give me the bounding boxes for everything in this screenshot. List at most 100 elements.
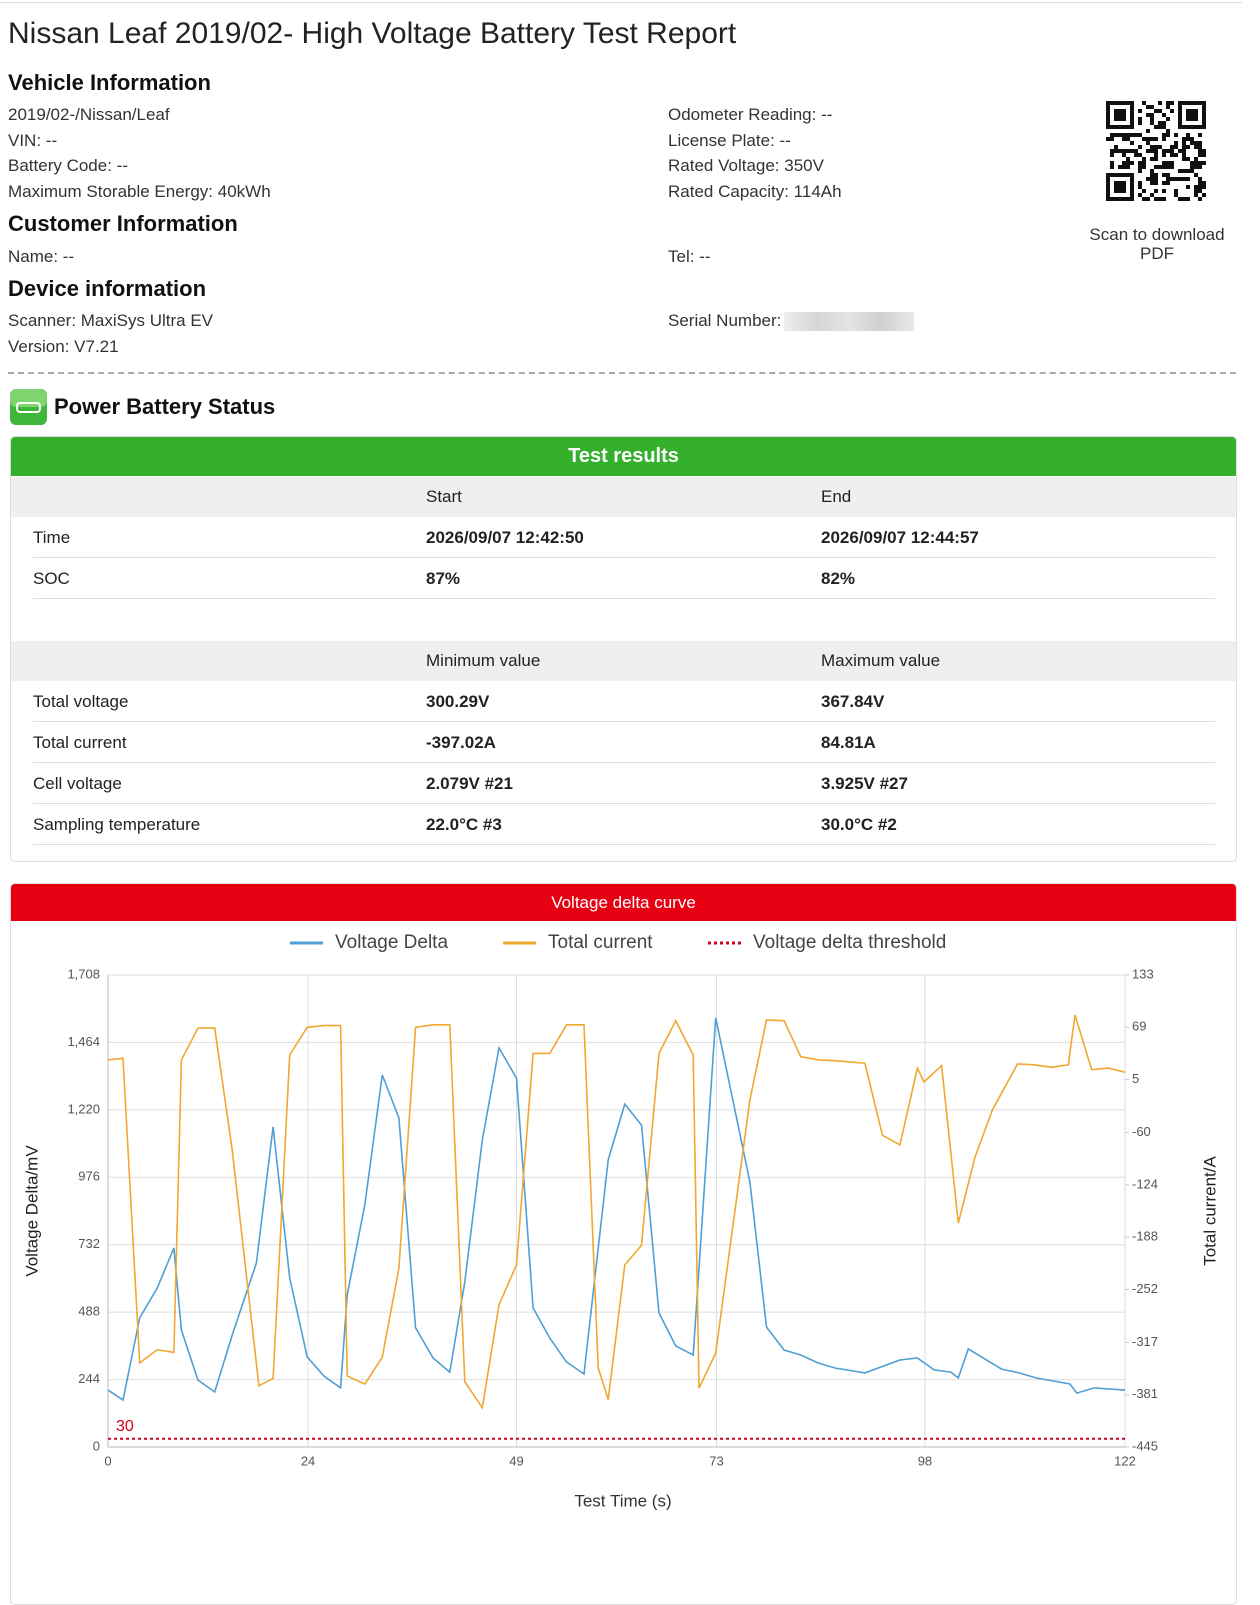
qr-module: [1198, 185, 1202, 189]
qr-module: [1130, 133, 1134, 137]
qr-module: [1158, 165, 1162, 169]
qr-module: [1134, 133, 1138, 137]
qr-module: [1150, 121, 1154, 125]
qr-module: [1170, 101, 1174, 105]
qr-module: [1146, 105, 1150, 109]
qr-module: [1154, 189, 1158, 193]
qr-module: [1150, 145, 1154, 149]
qr-module: [1202, 185, 1206, 189]
y-tick-label: 1,708: [67, 966, 100, 981]
qr-module: [1178, 169, 1182, 173]
row-rule: [33, 598, 1215, 599]
qr-module: [1150, 137, 1154, 141]
qr-module: [1174, 189, 1178, 193]
qr-module: [1174, 141, 1178, 145]
x-tick-label: 0: [104, 1453, 111, 1468]
qr-module: [1110, 153, 1114, 157]
y-axis-title: Voltage Delta/mV: [22, 1145, 41, 1277]
qr-module: [1142, 101, 1146, 105]
qr-module: [1158, 125, 1162, 129]
table-value: 2.079V #21: [426, 774, 513, 793]
qr-module: [1182, 157, 1186, 161]
qr-module: [1126, 157, 1130, 161]
qr-module: [1154, 157, 1158, 161]
qr-module: [1150, 113, 1154, 117]
info-line: VIN: --: [8, 130, 58, 150]
qr-module: [1154, 149, 1158, 153]
qr-module: [1190, 165, 1194, 169]
info-line: Version: V7.21: [8, 336, 119, 356]
qr-module: [1186, 145, 1190, 149]
y2-axis-title: Total current/A: [1200, 1156, 1219, 1266]
qr-module: [1154, 109, 1158, 113]
qr-module: [1130, 161, 1134, 165]
qr-module: [1186, 169, 1190, 173]
legend-label: Voltage delta threshold: [753, 932, 946, 953]
qr-module: [1170, 161, 1174, 165]
table-value: 87%: [426, 569, 461, 588]
qr-module: [1170, 153, 1174, 157]
qr-module: [1198, 177, 1202, 181]
qr-module: [1166, 173, 1170, 177]
qr-module: [1198, 161, 1202, 165]
qr-module: [1150, 169, 1154, 173]
y2-tick-label: -381: [1132, 1386, 1158, 1401]
qr-module: [1118, 165, 1122, 169]
battery-icon: [10, 389, 47, 425]
qr-module: [1194, 161, 1198, 165]
qr-module: [1110, 165, 1114, 169]
row-label: SOC: [33, 569, 70, 588]
qr-module: [1178, 149, 1182, 153]
y2-tick-label: 5: [1132, 1071, 1139, 1086]
row-rule: [33, 762, 1215, 763]
qr-module: [1170, 145, 1174, 149]
qr-module: [1162, 173, 1166, 177]
qr-module: [1154, 137, 1158, 141]
qr-module: [1118, 133, 1122, 137]
icon-car: [16, 402, 41, 413]
qr-module: [1138, 165, 1142, 169]
top-rule: [0, 2, 1242, 3]
qr-module: [1194, 189, 1198, 193]
qr-module: [1118, 149, 1122, 153]
qr-module: [1138, 109, 1142, 113]
qr-module: [1162, 137, 1166, 141]
qr-module: [1146, 197, 1150, 201]
qr-module: [1182, 149, 1186, 153]
x-tick-label: 122: [1114, 1453, 1136, 1468]
qr-module: [1166, 181, 1170, 185]
qr-module: [1154, 197, 1158, 201]
section-heading: Vehicle Information: [8, 70, 211, 95]
qr-module: [1166, 149, 1170, 153]
qr-module: [1194, 141, 1198, 145]
column-header: Start: [426, 487, 462, 506]
qr-module: [1162, 153, 1166, 157]
qr-module: [1114, 133, 1118, 137]
qr-module: [1126, 161, 1130, 165]
qr-module: [1166, 133, 1170, 137]
qr-module: [1122, 161, 1126, 165]
qr-module: [1150, 149, 1154, 153]
x-tick-label: 24: [301, 1453, 315, 1468]
qr-module: [1178, 177, 1182, 181]
qr-module: [1154, 173, 1158, 177]
qr-module: [1190, 141, 1194, 145]
qr-module: [1146, 137, 1150, 141]
qr-module: [1122, 137, 1126, 141]
qr-module: [1190, 169, 1194, 173]
column-header: Minimum value: [426, 651, 541, 670]
table-value: 2026/09/07 12:44:57: [821, 528, 979, 547]
chart: 0 244 488 732 976 1,220 1,464 1,708 -445 -381 -317…: [22, 932, 1219, 1510]
info-line: Serial Number:: [668, 311, 782, 330]
qr-module: [1202, 161, 1206, 165]
qr-module: [1138, 169, 1142, 173]
qr-module: [1138, 185, 1142, 189]
x-tick-label: 73: [709, 1453, 723, 1468]
info-line: Scanner: MaxiSys Ultra EV: [8, 311, 214, 330]
qr-module: [1142, 165, 1146, 169]
qr-finder-core: [1114, 109, 1126, 121]
info-line: Battery Code: --: [8, 156, 128, 175]
row-label: Time: [33, 528, 71, 547]
qr-module: [1166, 165, 1170, 169]
qr-module: [1166, 117, 1170, 121]
